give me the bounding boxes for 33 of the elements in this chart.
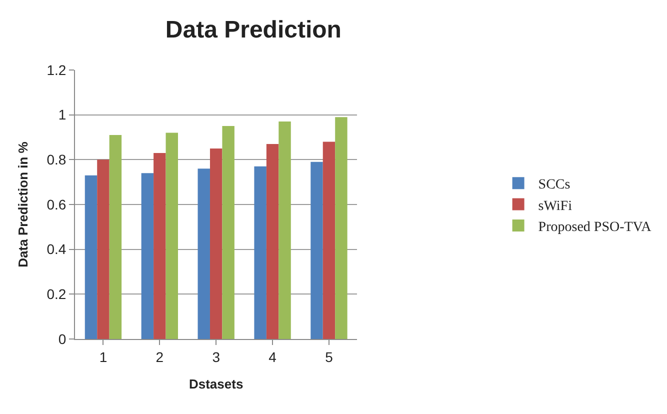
bar (254, 166, 266, 339)
y-tick-label: 0.2 (46, 286, 66, 302)
x-tick-label: 3 (212, 348, 220, 365)
x-axis-title: Dstasets (189, 376, 244, 392)
x-tick-label: 5 (325, 348, 334, 365)
x-tick-label: 2 (156, 348, 164, 365)
bar (97, 160, 110, 339)
legend-label: sWiFi (538, 198, 572, 214)
bar (210, 148, 222, 339)
y-tick-label: 0.6 (46, 196, 66, 212)
bar (109, 135, 122, 339)
y-tick-label: 1.2 (46, 62, 66, 78)
bar (84, 175, 98, 339)
bar (278, 122, 291, 339)
bar (322, 142, 336, 339)
y-tick-label: 0 (58, 330, 66, 347)
bar (154, 152, 166, 339)
y-tick-label: 0.4 (46, 241, 66, 258)
legend-label: Proposed PSO-TVA (538, 220, 652, 235)
chart-title: Data Prediction (165, 16, 342, 44)
y-axis-title: Data Prediction in % (16, 141, 31, 268)
x-tick-label: 4 (268, 348, 277, 365)
x-tick-label: 1 (99, 348, 108, 365)
bar (335, 117, 348, 339)
bar (310, 162, 323, 339)
y-tick-label: 0.8 (46, 152, 66, 168)
legend-label: SCCs (538, 178, 570, 193)
bar (266, 144, 279, 339)
bar (141, 173, 154, 339)
bar (222, 126, 234, 339)
y-tick-label: 1 (58, 106, 66, 123)
bar (166, 132, 178, 339)
bar (198, 168, 210, 339)
